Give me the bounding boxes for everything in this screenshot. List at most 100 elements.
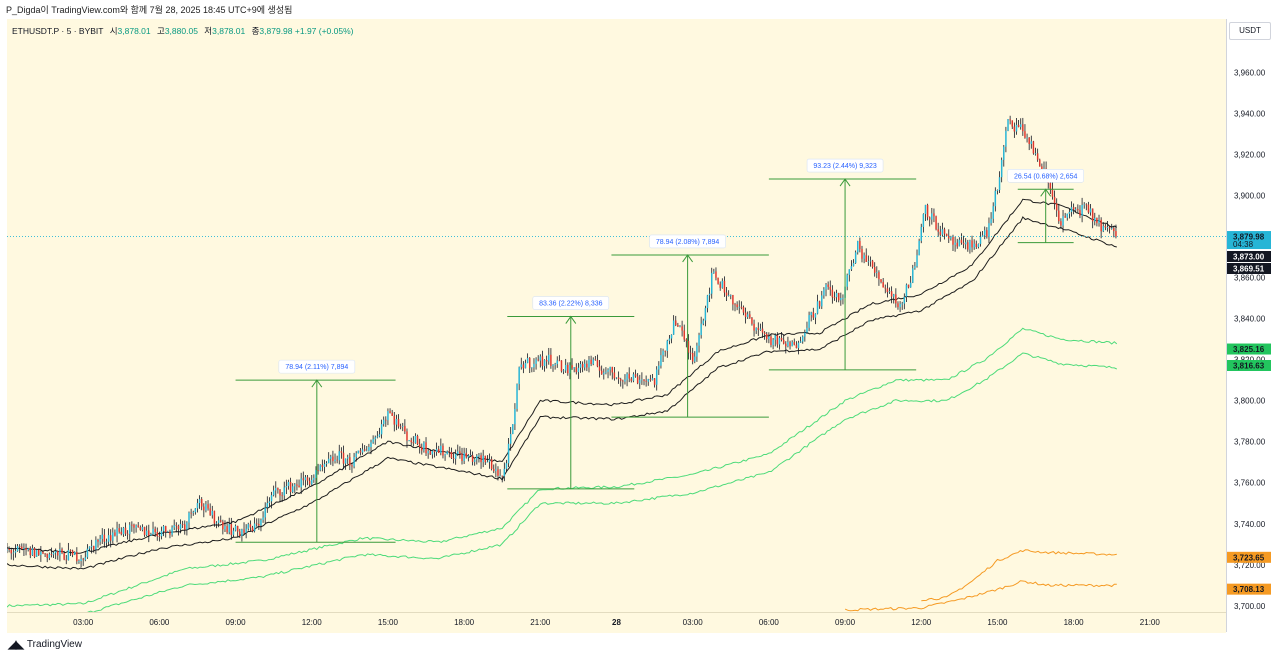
candle-body [619,379,622,381]
candle-body [916,255,918,267]
candle-body [391,412,393,416]
candle-body [821,295,823,307]
candle-body [23,548,25,549]
candle-body [873,267,876,273]
candle-body [586,363,588,368]
time-tick-label: 21:00 [1140,618,1161,627]
candle-body [380,424,383,435]
low-label: 저 [204,26,213,36]
measure-arrow-head [311,379,323,388]
candle-body [82,558,84,560]
candle-body [545,360,548,362]
candle-body [683,330,685,340]
candle-body [892,294,895,297]
candle-body [827,284,829,287]
candle-body [435,448,438,453]
candle-body [543,360,546,367]
candle-body [528,358,531,369]
candle-body [992,206,994,219]
candle-body [507,443,510,464]
measure-label-box [278,359,356,374]
candle-body [473,459,476,462]
candle-body [670,334,673,339]
price-tick-label: 3,760.00 [1234,479,1266,488]
candle-body [1049,182,1052,190]
candle-body [1113,228,1115,232]
candle-body [605,371,607,373]
candle-body [12,552,15,554]
candle-body [107,535,110,542]
candle-body [349,457,351,466]
candle-body [101,534,103,540]
candle-body [1034,153,1037,155]
candle-body [1100,219,1102,232]
candle-body [768,336,770,340]
candle-body [941,229,944,235]
candle-body [1094,218,1096,222]
candle-body [592,359,594,365]
candle-body [1028,137,1030,144]
candle-body [57,551,59,556]
candle-body [289,482,292,493]
candle-body [759,328,762,330]
currency-selector[interactable]: USDT [1229,22,1271,40]
time-axis[interactable] [7,612,1226,633]
candle-body [211,510,214,516]
candle-body [630,378,633,381]
candle-body [97,539,99,542]
candle-body [8,548,10,550]
measure-label-box [532,296,610,310]
candle-body [681,326,683,331]
candle-body [368,447,370,451]
candle-body [971,240,973,248]
candle-body [251,527,254,532]
candle-body [154,528,156,532]
candle-body [99,539,101,542]
candle-body [482,455,484,463]
candle-body [440,445,442,453]
candle-body [137,525,139,528]
price-tag-box [1227,251,1271,262]
candle-body [461,453,463,461]
candle-body [939,231,942,235]
candle-body [457,451,459,454]
candle-body [397,418,400,427]
candle-body [539,356,542,361]
candle-body [924,204,927,215]
measure-label: 26.54 (0.68%) 2,654 [1014,173,1078,180]
candle-body [596,360,599,367]
candle-body [1003,146,1005,160]
tradingview-brand[interactable]: ◢◣ TradingView [8,638,82,651]
price-tag-box [1227,551,1271,563]
orange-band-upper [921,549,1117,602]
symbol-legend[interactable]: ETHUSDT.P · 5 · BYBIT 시3,878.01 고3,880.0… [12,25,354,37]
candle-body [145,530,148,536]
candle-body [569,365,571,374]
time-tick-label: 15:00 [987,618,1008,627]
candle-body [7,548,8,551]
candle-body [700,323,702,336]
candle-body [376,436,379,438]
price-axis[interactable] [1226,19,1275,632]
candle-body [567,364,569,374]
candle-body [340,451,343,453]
symbol-name[interactable]: ETHUSDT.P · 5 · BYBIT [12,26,104,36]
candle-body [503,468,506,477]
candle-body [448,451,451,453]
measure-arrow-head [682,254,694,263]
candle-body [463,452,465,461]
candle-body [520,364,523,368]
candle-body [795,344,798,349]
candle-body [643,379,645,381]
candle-body [442,445,444,456]
candle-body [38,549,40,555]
candle-body [86,548,89,558]
candle-body [829,286,831,290]
candle-body [167,531,169,533]
candle-body [342,452,345,464]
candle-body [918,240,920,256]
candle-body [387,411,389,421]
candle-body [564,364,567,371]
candle-body [131,524,133,526]
